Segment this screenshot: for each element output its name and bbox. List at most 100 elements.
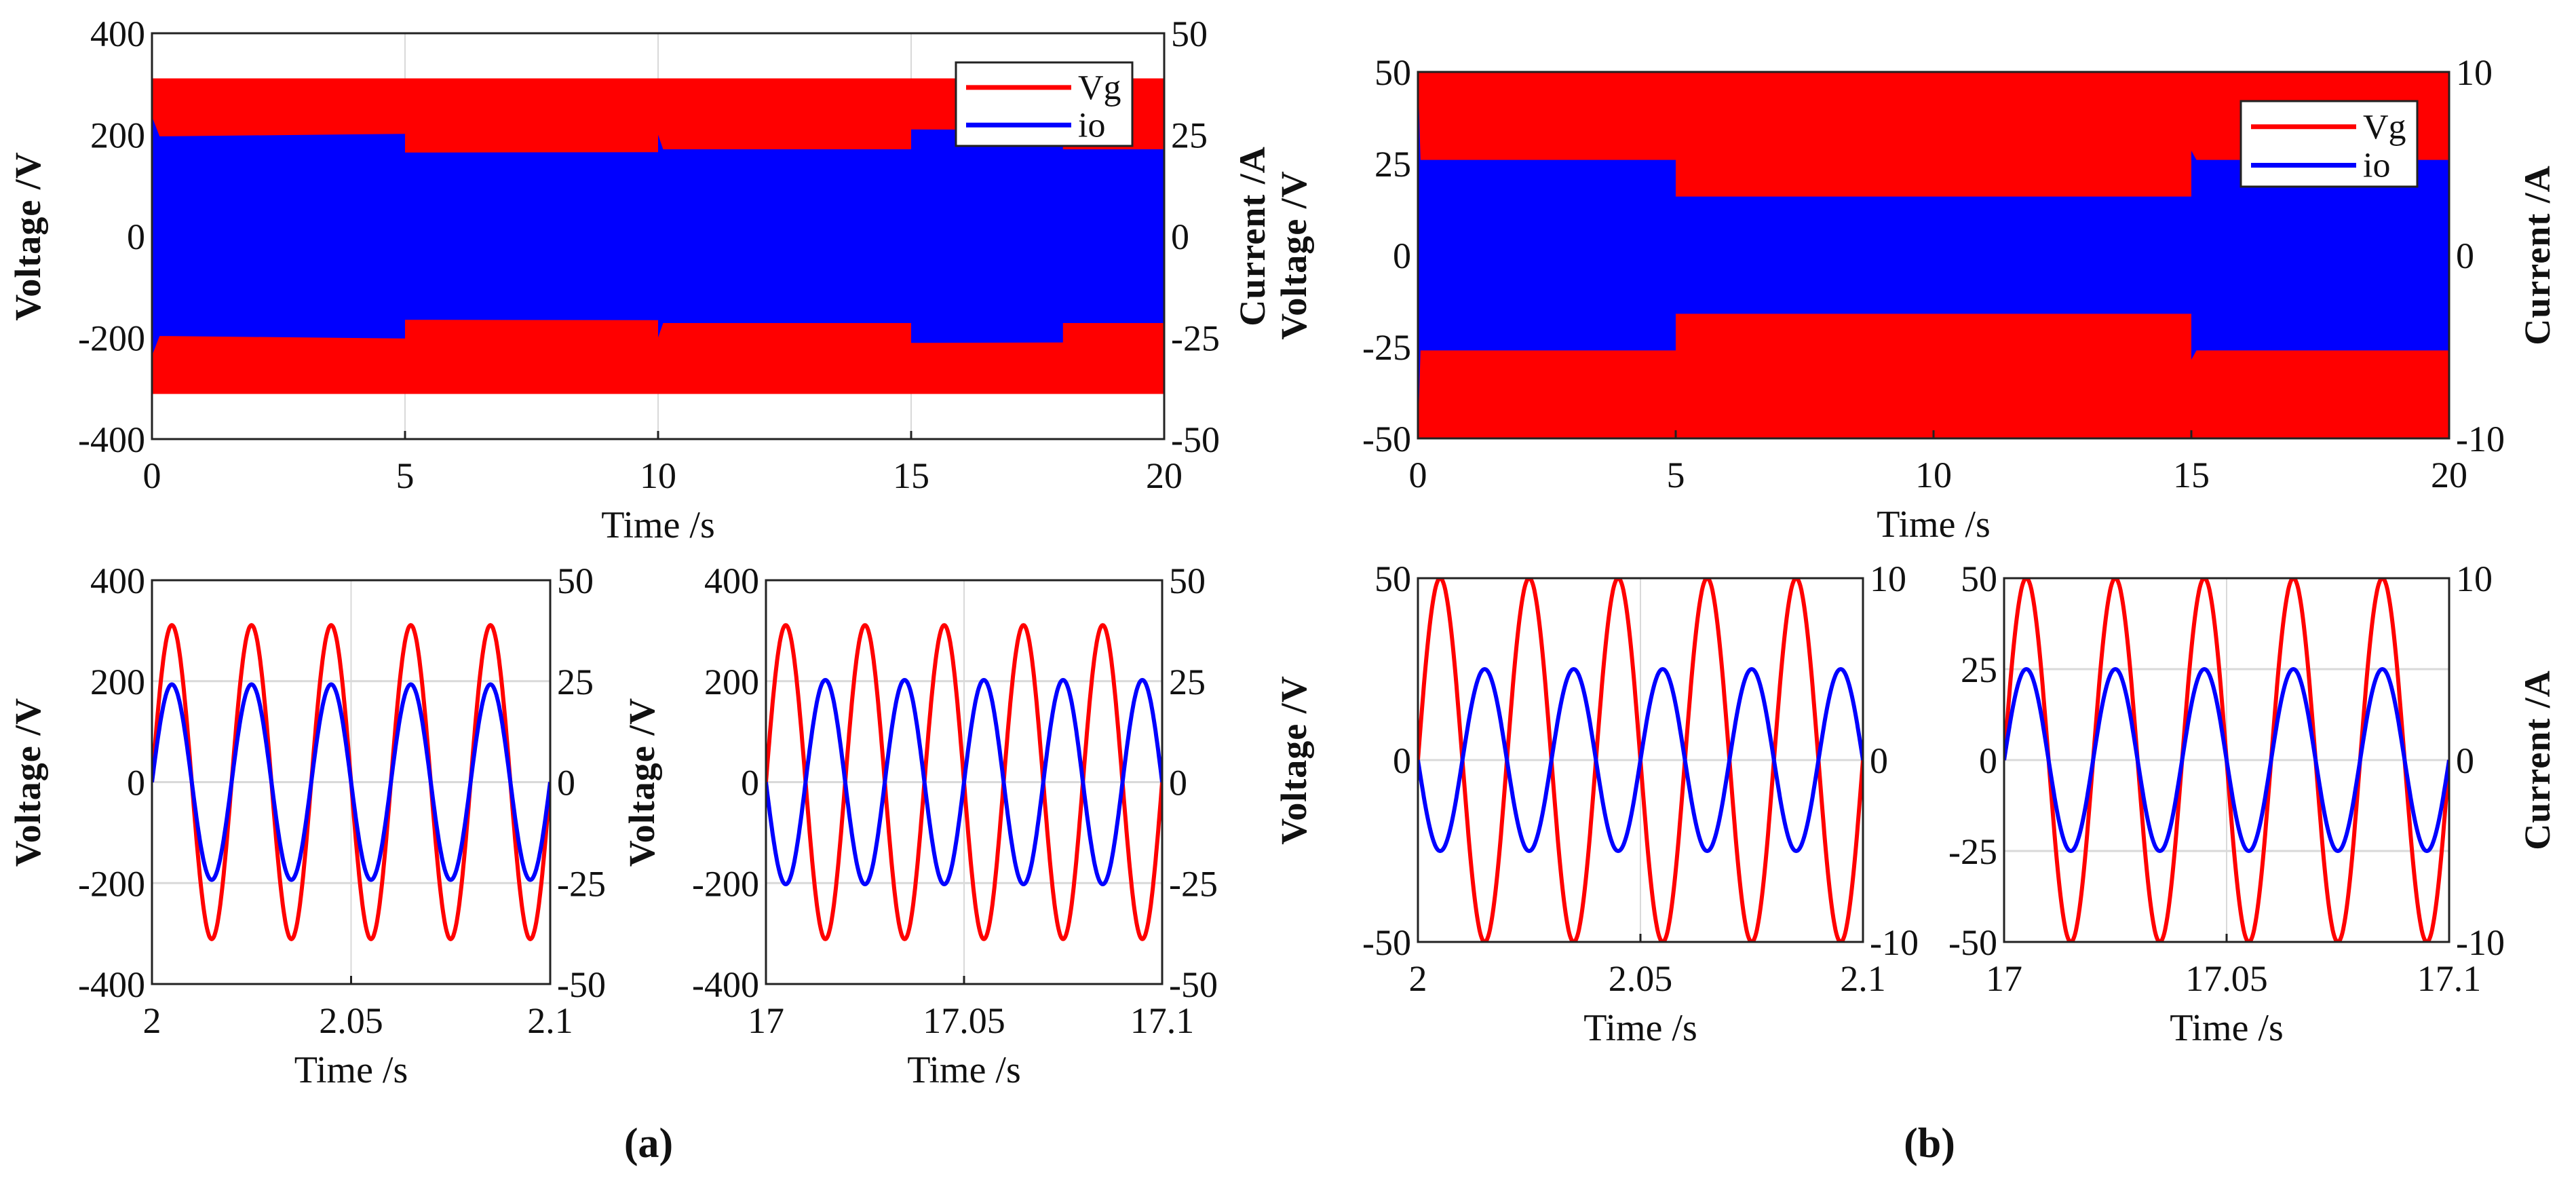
y-left-tick-label: -25	[1948, 831, 1997, 872]
series-group	[152, 623, 550, 941]
x-tick-label: 5	[1667, 455, 1685, 495]
y-left-tick-label: -25	[1362, 327, 1411, 368]
y-right-tick-label: 50	[1169, 561, 1206, 601]
y-right-tick-label: 0	[2456, 235, 2474, 276]
x-tick-label: 0	[1409, 455, 1427, 495]
subplot-b-bottom-left: 2 2.05 2.1 50 0 -50 10 0 -10 Time /s Voltage /V	[1273, 559, 1919, 1049]
y-left-tick-label: 25	[1961, 649, 1997, 690]
y-right-tick-label: 10	[2456, 559, 2493, 599]
y-left-tick-label: 200	[90, 662, 145, 702]
y-left-tick-label: -400	[78, 964, 145, 1005]
y-left-tick-label: -50	[1362, 922, 1411, 963]
legend-label-Vg: Vg	[2363, 108, 2406, 147]
y-left-axis-label: Voltage /V	[7, 151, 48, 321]
series-io-line	[1418, 666, 1863, 854]
series-io-envelope	[1418, 72, 2449, 438]
y-left-tick-label: 0	[1393, 740, 1411, 781]
y-left-tick-label: 400	[90, 14, 145, 54]
y-right-tick-label: -25	[557, 863, 606, 904]
caption-b: (b)	[1904, 1120, 1955, 1167]
x-tick-label: 2.05	[1609, 958, 1673, 999]
y-right-tick-label: 25	[557, 662, 594, 702]
y-left-tick-label: 200	[90, 115, 145, 156]
legend-label-Vg: Vg	[1078, 69, 1121, 107]
y-right-tick-label: 0	[1870, 740, 1888, 781]
x-axis-label: Time /s	[294, 1049, 408, 1091]
y-left-tick-label: -50	[1362, 419, 1411, 459]
y-left-axis-label: Voltage /V	[621, 698, 662, 867]
series-group	[2004, 578, 2449, 942]
y-right-axis-label: Current /A	[2517, 165, 2558, 345]
x-axis-label: Time /s	[2170, 1007, 2284, 1049]
y-left-axis-label: Voltage /V	[1273, 675, 1314, 845]
x-tick-label: 0	[143, 455, 161, 496]
y-right-tick-label: 0	[2456, 740, 2474, 781]
x-tick-label: 10	[640, 455, 676, 496]
y-left-axis-label: Voltage /V	[7, 698, 48, 867]
legend-label-io: io	[1078, 106, 1105, 145]
x-tick-label: 15	[893, 455, 929, 496]
x-tick-label: 15	[2173, 455, 2210, 495]
x-tick-label: 2.1	[527, 1000, 573, 1041]
x-tick-label: 2.1	[1840, 958, 1886, 999]
y-left-tick-label: 0	[1979, 740, 1997, 781]
y-left-tick-label: 200	[704, 662, 759, 702]
subplot-b-bottom-right: 17 17.05 17.1 50 25 0 -25 -50 10 0 -10 Time /s Curre…	[1948, 559, 2558, 1049]
x-tick-label: 17.1	[2417, 958, 2482, 999]
x-tick-label: 17.05	[923, 1000, 1005, 1041]
x-tick-label: 17.05	[2185, 958, 2268, 999]
subplot-b-top: 0 5 10 15 20 50 25 0 -25 -50 10 0 -10 Time /s Voltage …	[1273, 52, 2558, 546]
series-group	[1418, 578, 1863, 942]
x-axis-label: Time /s	[601, 504, 715, 546]
y-right-tick-label: 10	[1870, 559, 1906, 599]
x-tick-label: 10	[1915, 455, 1952, 495]
y-left-tick-label: -400	[692, 964, 759, 1005]
y-right-tick-label: -10	[1870, 922, 1919, 963]
y-left-tick-label: 25	[1374, 144, 1411, 185]
series-group	[1418, 72, 2449, 438]
y-left-tick-label: -200	[78, 318, 145, 359]
x-tick-label: 17.1	[1130, 1000, 1195, 1041]
y-left-tick-label: -50	[1948, 922, 1997, 963]
y-right-tick-label: 25	[1169, 662, 1206, 702]
subplot-a-bottom-left: 2 2.05 2.1 400 200 0 -200 -400 50 25 0 -25 -50 Time /…	[7, 561, 606, 1091]
y-left-tick-label: 50	[1961, 559, 1997, 599]
x-tick-label: 2	[143, 1000, 161, 1041]
y-right-tick-label: -10	[2456, 419, 2505, 459]
y-right-tick-label: 0	[557, 763, 575, 804]
x-tick-label: 20	[1146, 455, 1183, 496]
legend-label-io: io	[2363, 147, 2390, 185]
y-left-tick-label: -200	[692, 863, 759, 904]
x-tick-label: 20	[2431, 455, 2467, 495]
y-right-tick-label: 0	[1169, 763, 1187, 804]
subplot-a-top: 0 5 10 15 20 400 200 0 -200 -400 50 25 0 -25 -50 Time /…	[7, 14, 1273, 546]
y-right-tick-label: -10	[2456, 922, 2505, 963]
x-tick-label: 17	[1986, 958, 2022, 999]
y-left-axis-label: Voltage /V	[1273, 170, 1314, 340]
y-right-tick-label: 0	[1171, 216, 1189, 257]
y-right-axis-label: Current /A	[1232, 146, 1273, 326]
series-group	[766, 623, 1162, 941]
series-io-envelope	[152, 116, 1164, 356]
y-left-tick-label: 0	[741, 763, 759, 804]
y-right-tick-label: -50	[1169, 964, 1218, 1005]
x-tick-label: 2	[1409, 958, 1427, 999]
y-left-tick-label: 0	[127, 763, 145, 804]
y-right-tick-label: -25	[1169, 863, 1218, 904]
y-right-tick-label: 50	[557, 561, 594, 601]
x-axis-label: Time /s	[1877, 504, 1991, 546]
legend-box	[2239, 100, 2419, 188]
y-left-tick-label: 0	[127, 216, 145, 257]
y-right-axis-label: Current /A	[2517, 670, 2558, 850]
series-io-line	[766, 677, 1162, 887]
y-left-tick-label: 0	[1393, 235, 1411, 276]
series-group	[152, 78, 1164, 394]
x-tick-label: 2.05	[319, 1000, 383, 1041]
series-io-line	[2004, 666, 2449, 854]
y-right-tick-label: -50	[1171, 419, 1220, 460]
caption-a: (a)	[624, 1120, 673, 1167]
y-left-tick-label: -200	[78, 863, 145, 904]
